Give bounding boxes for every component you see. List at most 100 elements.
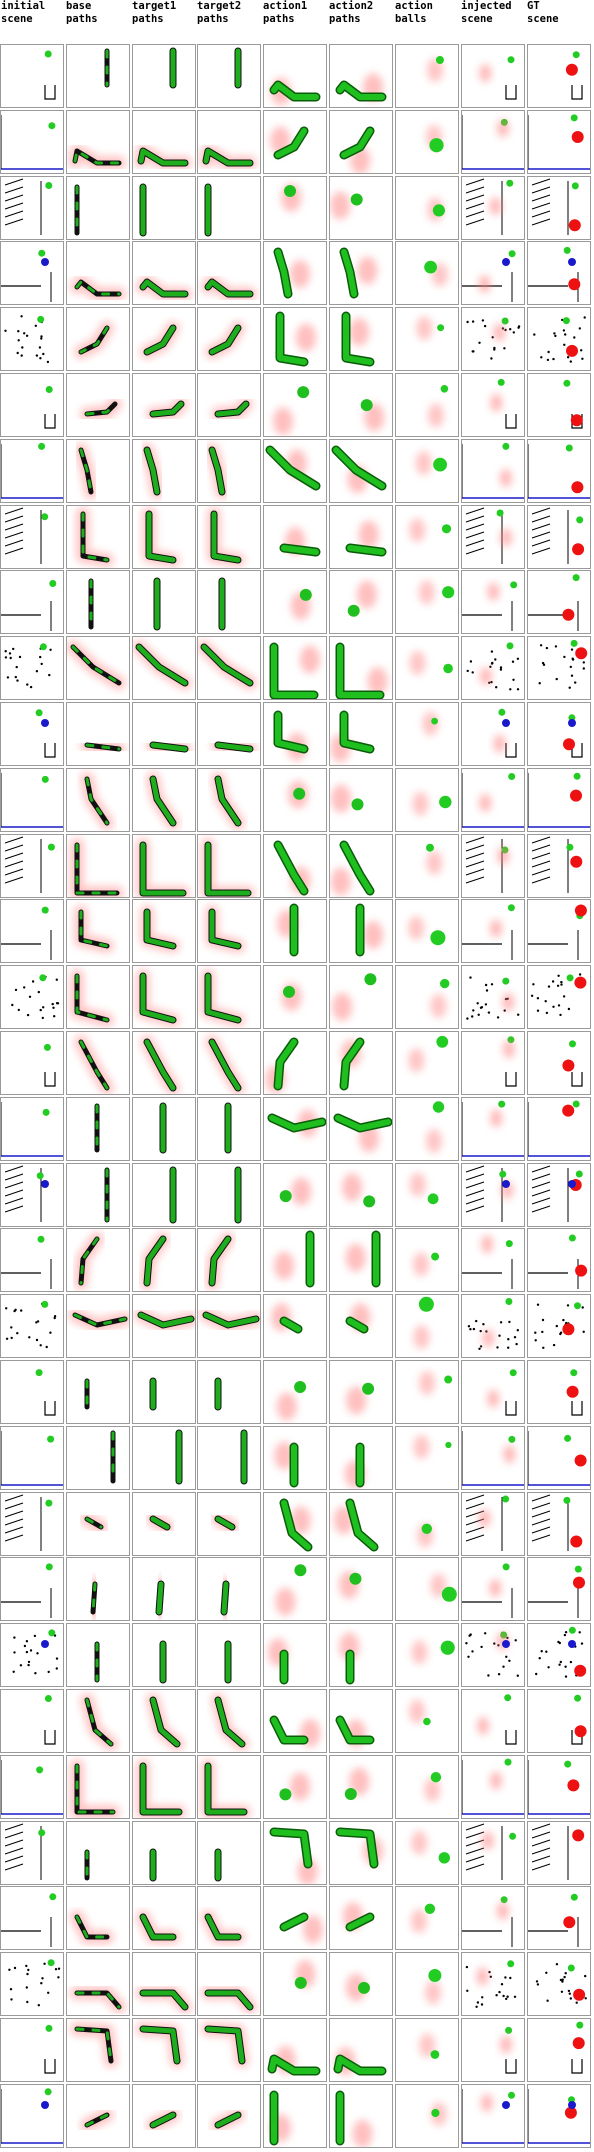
grid-row [0,768,594,832]
thumbnail-action1-paths [263,899,327,963]
thumbnail-target1-paths [132,636,196,700]
thumbnail-gt-scene [527,1228,591,1292]
thumbnail-action-balls [395,1886,459,1950]
thumbnail-target1-paths [132,702,196,766]
thumbnail-base-paths [66,1952,130,2016]
thumbnail-gt-scene [527,1623,591,1687]
thumbnail-action2-paths [329,505,393,569]
thumbnail-target2-paths [197,307,261,371]
thumbnail-gt-scene [527,1163,591,1227]
thumbnail-action2-paths [329,110,393,174]
header-injected-scene: injected scene [461,0,512,25]
thumbnail-action-balls [395,307,459,371]
thumbnail-initial-scene [0,1294,64,1358]
thumbnail-action2-paths [329,702,393,766]
thumbnail-action1-paths [263,834,327,898]
thumbnail-action-balls [395,1163,459,1227]
thumbnail-target1-paths [132,1294,196,1358]
thumbnail-target2-paths [197,1623,261,1687]
thumbnail-action2-paths [329,373,393,437]
thumbnail-injected-scene [461,110,525,174]
thumbnail-action1-paths [263,965,327,1029]
thumbnail-gt-scene [527,1492,591,1556]
thumbnail-initial-scene [0,1886,64,1950]
thumbnail-injected-scene [461,2084,525,2148]
grid-row [0,439,594,503]
header-action2-paths: action2 paths [329,0,374,25]
thumbnail-base-paths [66,1492,130,1556]
thumbnail-action2-paths [329,570,393,634]
thumbnail-initial-scene [0,1952,64,2016]
thumbnail-initial-scene [0,570,64,634]
thumbnail-base-paths [66,1755,130,1819]
grid-row [0,1689,594,1753]
thumbnail-injected-scene [461,1623,525,1687]
grid-row [0,44,594,108]
thumbnail-base-paths [66,439,130,503]
thumbnail-initial-scene [0,899,64,963]
thumbnail-injected-scene [461,1755,525,1819]
grid-row [0,1426,594,1490]
thumbnail-action1-paths [263,2084,327,2148]
thumbnail-action2-paths [329,1360,393,1424]
grid-row [0,241,594,305]
thumbnail-gt-scene [527,1821,591,1885]
header-initial-scene: initial scene [1,0,46,25]
thumbnail-action-balls [395,1755,459,1819]
thumbnail-action-balls [395,2084,459,2148]
thumbnail-target1-paths [132,1097,196,1161]
thumbnail-injected-scene [461,1557,525,1621]
thumbnail-initial-scene [0,965,64,1029]
thumbnail-target2-paths [197,965,261,1029]
thumbnail-injected-scene [461,1689,525,1753]
thumbnail-action2-paths [329,1557,393,1621]
grid-row [0,505,594,569]
thumbnail-action1-paths [263,176,327,240]
thumbnail-action-balls [395,1426,459,1490]
results-grid [0,44,594,2152]
grid-row [0,1163,594,1227]
thumbnail-action1-paths [263,1360,327,1424]
thumbnail-action2-paths [329,1886,393,1950]
thumbnail-initial-scene [0,1557,64,1621]
thumbnail-target2-paths [197,702,261,766]
thumbnail-action2-paths [329,2084,393,2148]
thumbnail-action-balls [395,1294,459,1358]
thumbnail-base-paths [66,768,130,832]
thumbnail-action-balls [395,1689,459,1753]
grid-row [0,1097,594,1161]
thumbnail-base-paths [66,1228,130,1292]
thumbnail-action-balls [395,636,459,700]
grid-row [0,2018,594,2082]
thumbnail-gt-scene [527,768,591,832]
thumbnail-target2-paths [197,1163,261,1227]
thumbnail-action-balls [395,505,459,569]
thumbnail-base-paths [66,965,130,1029]
thumbnail-target2-paths [197,1228,261,1292]
grid-row [0,1360,594,1424]
thumbnail-injected-scene [461,899,525,963]
thumbnail-action1-paths [263,1755,327,1819]
thumbnail-target2-paths [197,1097,261,1161]
thumbnail-target2-paths [197,1031,261,1095]
thumbnail-gt-scene [527,2084,591,2148]
thumbnail-action1-paths [263,1623,327,1687]
thumbnail-action1-paths [263,439,327,503]
thumbnail-gt-scene [527,834,591,898]
thumbnail-target1-paths [132,2018,196,2082]
thumbnail-injected-scene [461,1097,525,1161]
thumbnail-action1-paths [263,1886,327,1950]
thumbnail-initial-scene [0,44,64,108]
thumbnail-action2-paths [329,1228,393,1292]
thumbnail-action2-paths [329,1031,393,1095]
thumbnail-action1-paths [263,768,327,832]
thumbnail-action1-paths [263,1426,327,1490]
thumbnail-target2-paths [197,1426,261,1490]
thumbnail-action2-paths [329,176,393,240]
thumbnail-injected-scene [461,1492,525,1556]
thumbnail-action1-paths [263,1031,327,1095]
thumbnail-target1-paths [132,1163,196,1227]
thumbnail-injected-scene [461,636,525,700]
thumbnail-action2-paths [329,241,393,305]
thumbnail-initial-scene [0,1097,64,1161]
